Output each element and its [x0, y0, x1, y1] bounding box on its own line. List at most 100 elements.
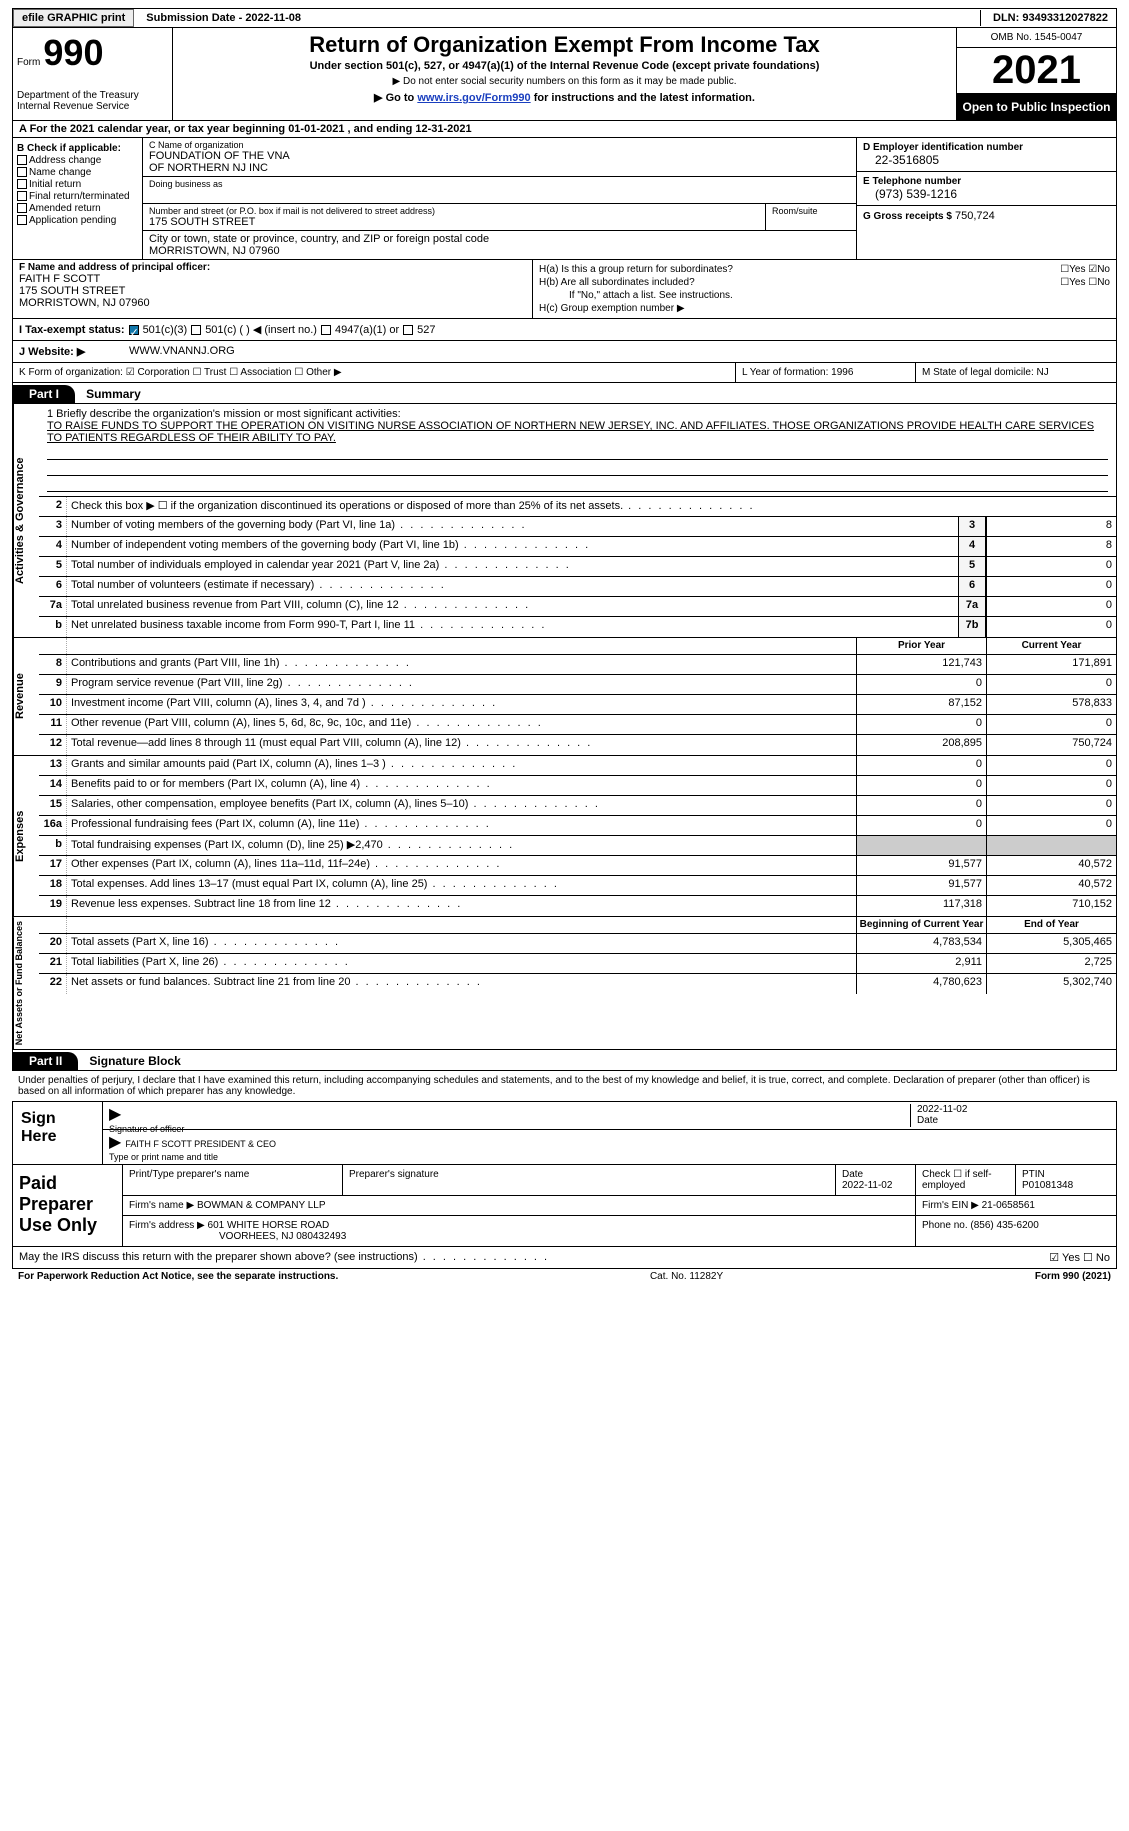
- table-row: bTotal fundraising expenses (Part IX, co…: [39, 836, 1116, 856]
- table-row: 15Salaries, other compensation, employee…: [39, 796, 1116, 816]
- table-row: 13Grants and similar amounts paid (Part …: [39, 756, 1116, 776]
- chk-527[interactable]: [403, 325, 413, 335]
- dba-label: Doing business as: [149, 179, 850, 189]
- paperwork-notice: For Paperwork Reduction Act Notice, see …: [18, 1271, 338, 1282]
- irs-label: Internal Revenue Service: [17, 101, 168, 112]
- table-row: 3Number of voting members of the governi…: [39, 517, 1116, 537]
- form-header: Form 990 Department of the Treasury Inte…: [12, 28, 1117, 121]
- table-row: bNet unrelated business taxable income f…: [39, 617, 1116, 637]
- cat-no: Cat. No. 11282Y: [650, 1271, 723, 1282]
- officer-addr2: MORRISTOWN, NJ 07960: [19, 297, 526, 309]
- officer-label: F Name and address of principal officer:: [19, 262, 526, 273]
- eoy-hdr: End of Year: [986, 917, 1116, 933]
- part1-title: Summary: [78, 387, 141, 401]
- officer-sig-name: FAITH F SCOTT PRESIDENT & CEO: [125, 1139, 276, 1149]
- website-value: WWW.VNANNJ.ORG: [129, 345, 235, 358]
- sign-here-block: Sign Here Signature of officer 2022-11-0…: [12, 1102, 1117, 1165]
- dln: DLN: 93493312027822: [985, 10, 1116, 26]
- tel-label: E Telephone number: [863, 176, 1110, 187]
- revenue-section: Revenue Prior Year Current Year 8Contrib…: [12, 638, 1117, 756]
- officer-addr1: 175 SOUTH STREET: [19, 285, 526, 297]
- table-row: 2Check this box ▶ ☐ if the organization …: [39, 497, 1116, 517]
- chk-pending[interactable]: [17, 215, 27, 225]
- table-row: 7aTotal unrelated business revenue from …: [39, 597, 1116, 617]
- line-a-period: A For the 2021 calendar year, or tax yea…: [12, 121, 1117, 138]
- form-org-row: K Form of organization: ☑ Corporation ☐ …: [12, 363, 1117, 383]
- netassets-section: Net Assets or Fund Balances Beginning of…: [12, 917, 1117, 1050]
- gross-label: G Gross receipts $: [863, 211, 952, 222]
- table-row: 19Revenue less expenses. Subtract line 1…: [39, 896, 1116, 916]
- prior-year-hdr: Prior Year: [856, 638, 986, 654]
- officer-block: F Name and address of principal officer:…: [12, 260, 1117, 319]
- table-row: 21Total liabilities (Part X, line 26)2,9…: [39, 954, 1116, 974]
- efile-button[interactable]: efile GRAPHIC print: [13, 9, 134, 27]
- chk-address-change[interactable]: [17, 155, 27, 165]
- topbar: efile GRAPHIC print Submission Date - 20…: [12, 8, 1117, 28]
- form-title: Return of Organization Exempt From Incom…: [177, 32, 952, 58]
- current-year-hdr: Current Year: [986, 638, 1116, 654]
- table-row: 10Investment income (Part VIII, column (…: [39, 695, 1116, 715]
- goto-line: ▶ Go to www.irs.gov/Form990 for instruct…: [177, 91, 952, 104]
- identity-block: B Check if applicable: Address change Na…: [12, 138, 1117, 260]
- col-b-checkboxes: B Check if applicable: Address change Na…: [13, 138, 143, 259]
- m-state: M State of legal domicile: NJ: [916, 363, 1116, 382]
- discuss-row: May the IRS discuss this return with the…: [12, 1247, 1117, 1269]
- signature-declaration: Under penalties of perjury, I declare th…: [12, 1071, 1117, 1102]
- public-inspection: Open to Public Inspection: [957, 94, 1116, 120]
- table-row: 12Total revenue—add lines 8 through 11 (…: [39, 735, 1116, 755]
- tax-year: 2021: [957, 48, 1116, 94]
- l-year: L Year of formation: 1996: [736, 363, 916, 382]
- city-label: City or town, state or province, country…: [149, 233, 850, 245]
- page-footer: For Paperwork Reduction Act Notice, see …: [12, 1269, 1117, 1284]
- org-name-label: C Name of organization: [149, 140, 850, 150]
- paid-preparer-label: Paid Preparer Use Only: [13, 1165, 123, 1246]
- table-row: 20Total assets (Part X, line 16)4,783,53…: [39, 934, 1116, 954]
- irs-link[interactable]: www.irs.gov/Form990: [417, 92, 530, 104]
- firm-name: BOWMAN & COMPANY LLP: [197, 1200, 326, 1211]
- expenses-section: Expenses 13Grants and similar amounts pa…: [12, 756, 1117, 917]
- officer-name: FAITH F SCOTT: [19, 273, 526, 285]
- table-row: 4Number of independent voting members of…: [39, 537, 1116, 557]
- form-ref: Form 990 (2021): [1035, 1271, 1111, 1282]
- side-governance: Activities & Governance: [13, 404, 39, 637]
- part1-header: Part I: [13, 385, 75, 403]
- website-row: J Website: ▶ WWW.VNANNJ.ORG: [12, 341, 1117, 363]
- table-row: 8Contributions and grants (Part VIII, li…: [39, 655, 1116, 675]
- org-name: FOUNDATION OF THE VNA OF NORTHERN NJ INC: [149, 150, 850, 174]
- part2-title: Signature Block: [81, 1054, 180, 1068]
- addr-label: Number and street (or P.O. box if mail i…: [149, 206, 759, 216]
- chk-4947[interactable]: [321, 325, 331, 335]
- omb-number: OMB No. 1545-0047: [957, 28, 1116, 48]
- mission-question: 1 Briefly describe the organization's mi…: [47, 408, 1108, 420]
- dept-treasury: Department of the Treasury: [17, 90, 168, 101]
- side-expenses: Expenses: [13, 756, 39, 916]
- table-row: 11Other revenue (Part VIII, column (A), …: [39, 715, 1116, 735]
- chk-501c3[interactable]: ✓: [129, 325, 139, 335]
- k-form-org: K Form of organization: ☑ Corporation ☐ …: [13, 363, 736, 382]
- tel-value: (973) 539-1216: [863, 187, 1110, 201]
- form-label: Form: [17, 57, 40, 68]
- city-state-zip: MORRISTOWN, NJ 07960: [149, 245, 850, 257]
- side-netassets: Net Assets or Fund Balances: [13, 917, 39, 1049]
- governance-section: Activities & Governance 1 Briefly descri…: [12, 404, 1117, 638]
- chk-initial-return[interactable]: [17, 179, 27, 189]
- chk-final-return[interactable]: [17, 191, 27, 201]
- form-number: 990: [43, 32, 103, 73]
- gross-value: 750,724: [955, 210, 995, 222]
- ein-label: D Employer identification number: [863, 142, 1110, 153]
- table-row: 22Net assets or fund balances. Subtract …: [39, 974, 1116, 994]
- table-row: 18Total expenses. Add lines 13–17 (must …: [39, 876, 1116, 896]
- part2-header: Part II: [13, 1052, 78, 1070]
- form-subtitle: Under section 501(c), 527, or 4947(a)(1)…: [177, 60, 952, 72]
- street-address: 175 SOUTH STREET: [149, 216, 759, 228]
- chk-501c[interactable]: [191, 325, 201, 335]
- table-row: 9Program service revenue (Part VIII, lin…: [39, 675, 1116, 695]
- chk-amended[interactable]: [17, 203, 27, 213]
- room-label: Room/suite: [772, 206, 850, 216]
- table-row: 16aProfessional fundraising fees (Part I…: [39, 816, 1116, 836]
- ssn-warning: ▶ Do not enter social security numbers o…: [177, 76, 952, 87]
- table-row: 14Benefits paid to or for members (Part …: [39, 776, 1116, 796]
- table-row: 6Total number of volunteers (estimate if…: [39, 577, 1116, 597]
- chk-name-change[interactable]: [17, 167, 27, 177]
- paid-preparer-block: Paid Preparer Use Only Print/Type prepar…: [12, 1165, 1117, 1247]
